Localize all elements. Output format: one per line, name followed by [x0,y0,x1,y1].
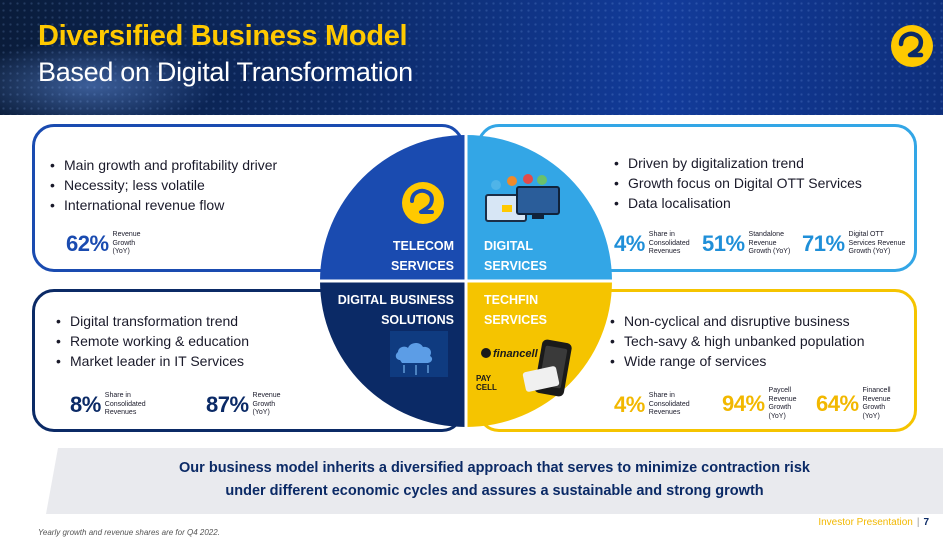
list-item: Market leader in IT Services [56,351,249,371]
dbs-stat-share: 8% Share in Consolidated Revenues [70,392,146,418]
telecom-bullets: Main growth and profitability driver Nec… [50,155,277,215]
turkcell-logo-icon [402,182,444,224]
digital-stat-ott-growth: 71% Digital OTT Services Revenue Growth … [802,231,905,257]
techfin-stat-financell-growth: 64% Financell Revenue Growth (YoY) [816,387,891,421]
stat-label: Paycell Revenue Growth (YoY) [768,387,797,420]
stat-value: 51% [702,231,745,256]
stat-label: Share in Consolidated Revenues [648,392,690,417]
techfin-stat-paycell-growth: 94% Paycell Revenue Growth (YoY) [722,387,797,421]
stat-label: Standalone Revenue Growth (YoY) [748,231,791,256]
digital-label-line1: DIGITAL [484,239,534,253]
techfin-label-line1: TECHFIN [484,293,539,307]
financell-paycell-icon: financell PAY CELL [476,339,572,397]
list-item: International revenue flow [50,195,277,215]
stat-value: 64% [816,391,859,416]
stat-label: Share in Consolidated Revenues [104,392,146,417]
digital-stat-standalone-growth: 51% Standalone Revenue Growth (YoY) [702,231,790,257]
digital-stat-share: 4% Share in Consolidated Revenues [614,231,690,257]
list-item: Data localisation [614,193,862,213]
telecom-label: TELECOM SERVICES [388,236,454,276]
list-item: Non-cyclical and disruptive business [610,311,865,331]
list-item: Driven by digitalization trend [614,153,862,173]
svg-text:financell: financell [493,348,539,360]
techfin-bullets: Non-cyclical and disruptive business Tec… [610,311,865,371]
turkcell-logo-icon [891,25,933,67]
header-glow [0,40,220,115]
svg-text:PAY: PAY [476,374,492,383]
stat-label: Share in Consolidated Revenues [648,231,690,256]
techfin-quadrant [466,281,612,427]
page-title: Diversified Business Model [38,20,408,52]
digital-label: DIGITAL SERVICES [484,236,547,276]
telecom-quadrant [320,135,466,281]
digital-label-line2: SERVICES [484,259,547,273]
list-item: Tech-savy & high unbanked population [610,331,865,351]
list-item: Wide range of services [610,351,865,371]
digital-devices-icon [485,174,560,222]
stat-label: Revenue Growth (YoY) [252,392,281,417]
dbs-bullets: Digital transformation trend Remote work… [56,311,249,371]
digital-bullets: Driven by digitalization trend Growth fo… [614,153,862,213]
header-banner: Diversified Business Model Based on Digi… [0,0,943,115]
dbs-stat-revenue-growth: 87% Revenue Growth (YoY) [206,392,281,418]
telecom-label-line1: TELECOM [392,239,454,253]
techfin-stat-share: 4% Share in Consolidated Revenues [614,392,690,418]
stat-label: Financell Revenue Growth (YoY) [862,387,891,420]
page-footer: Investor Presentation | 7 [818,517,929,528]
telecom-stat-revenue-growth: 62% Revenue Growth (YoY) [66,231,141,257]
list-item: Growth focus on Digital OTT Services [614,173,862,193]
footnote: Yearly growth and revenue shares are for… [38,528,220,537]
banner-line-1: Our business model inherits a diversifie… [179,460,810,476]
list-item: Remote working & education [56,331,249,351]
stat-label: Revenue Growth (YoY) [112,231,141,256]
techfin-label: TECHFIN SERVICES [484,290,547,330]
dbs-label-line2: SOLUTIONS [381,313,454,327]
footer-label: Investor Presentation [818,517,913,528]
stat-value: 94% [722,391,765,416]
stat-value: 87% [206,392,249,417]
list-item: Main growth and profitability driver [50,155,277,175]
cloud-network-icon [390,331,448,377]
business-model-wheel: financell PAY CELL [320,135,612,427]
dbs-label: DIGITAL BUSINESS SOLUTIONS [330,290,454,330]
dbs-label-line1: DIGITAL BUSINESS [337,293,454,307]
techfin-label-line2: SERVICES [484,313,547,327]
svg-text:CELL: CELL [476,383,497,392]
list-item: Necessity; less volatile [50,175,277,195]
stat-value: 62% [66,231,109,256]
page-subtitle: Based on Digital Transformation [38,57,413,87]
telecom-label-line2: SERVICES [391,259,454,273]
stat-label: Digital OTT Services Revenue Growth (YoY… [848,231,906,256]
footer-separator: | [916,517,920,528]
page-number: 7 [923,517,929,528]
stat-value: 71% [802,231,845,256]
banner-line-2: under different economic cycles and assu… [225,483,764,499]
summary-banner [46,448,943,514]
header-pattern [0,0,943,115]
stat-value: 4% [614,231,645,256]
list-item: Digital transformation trend [56,311,249,331]
stat-value: 4% [614,392,645,417]
stat-value: 8% [70,392,101,417]
